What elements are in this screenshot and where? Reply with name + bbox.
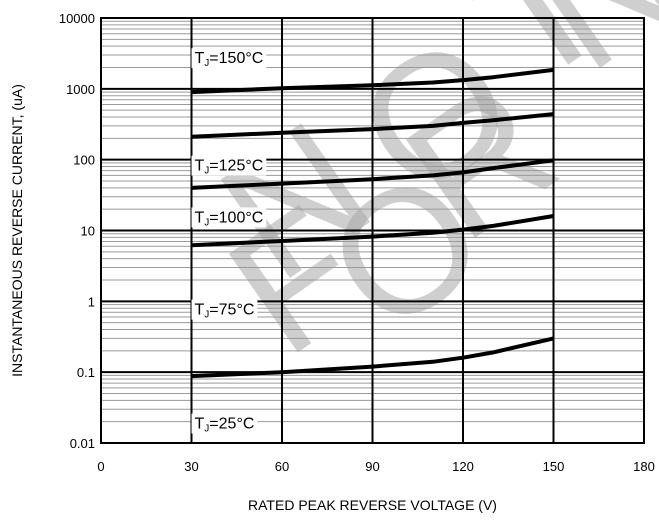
x-tick-label: 90	[365, 459, 379, 474]
series-line	[191, 67, 554, 95]
x-tick-label: 120	[452, 459, 474, 474]
label-value: =100°C	[209, 209, 263, 226]
y-tick-label: 0.01	[70, 436, 95, 451]
x-tick-label: 30	[184, 459, 198, 474]
label-value: =125°C	[209, 158, 263, 175]
curve-label: TJ=100°C	[191, 207, 267, 228]
y-tick-label: 10	[81, 224, 95, 239]
y-tick-label: 1000	[66, 82, 95, 97]
curve-label: TJ=25°C	[191, 413, 258, 435]
label-t: T	[195, 209, 205, 226]
series-group	[191, 67, 554, 379]
label-subscript: J	[204, 424, 209, 435]
y-tick-label: 100	[73, 153, 95, 168]
label-t: T	[195, 416, 205, 433]
x-tick-label: 60	[275, 459, 289, 474]
label-t: T	[195, 50, 205, 67]
series-line	[191, 112, 554, 139]
series-line	[191, 158, 554, 190]
major-gridlines	[101, 18, 644, 443]
label-subscript: J	[204, 310, 209, 321]
label-t: T	[195, 302, 205, 319]
label-background	[191, 413, 258, 434]
label-t: T	[195, 158, 205, 175]
curve-label-text: TJ=125°C	[195, 158, 264, 177]
curve-label: TJ=150°C	[191, 48, 267, 69]
curve-label: TJ=75°C	[191, 299, 258, 321]
curve-label-text: TJ=75°C	[195, 302, 255, 321]
x-tick-label: 0	[97, 459, 104, 474]
x-tick-label: 150	[543, 459, 565, 474]
plot-frame	[100, 17, 645, 444]
y-axis-title: INSTANTANEOUS REVERSE CURRENT, (uA)	[9, 84, 25, 377]
label-background	[191, 207, 267, 228]
y-tick-label: 1	[88, 294, 95, 309]
label-value: =75°C	[209, 302, 254, 319]
tick-labels: 10000 1000 100 10 1 0.1 0.010 30 60 90 120 150 180	[59, 11, 655, 474]
curve-label-text: TJ=150°C	[195, 50, 264, 69]
label-subscript: J	[204, 217, 209, 228]
label-subscript: J	[204, 58, 209, 69]
label-value: =150°C	[209, 50, 263, 67]
label-subscript: J	[204, 166, 209, 177]
series-line	[191, 214, 554, 248]
x-axis-title: RATED PEAK REVERSE VOLTAGE (V)	[248, 497, 497, 513]
curve-label-text: TJ=100°C	[195, 209, 264, 228]
series-line	[191, 336, 554, 379]
label-value: =25°C	[209, 416, 254, 433]
label-background	[191, 155, 267, 176]
label-background	[191, 48, 267, 69]
y-tick-label: 10000	[59, 11, 95, 26]
curve-label-text: TJ=25°C	[195, 416, 255, 435]
curve-label: TJ=125°C	[191, 155, 267, 177]
x-tick-label: 180	[633, 459, 655, 474]
y-tick-label: 0.1	[77, 365, 95, 380]
label-background	[191, 299, 258, 320]
curve-labels: TJ=150°CTJ=125°CTJ=100°CTJ=75°CTJ=25°C	[191, 48, 267, 435]
